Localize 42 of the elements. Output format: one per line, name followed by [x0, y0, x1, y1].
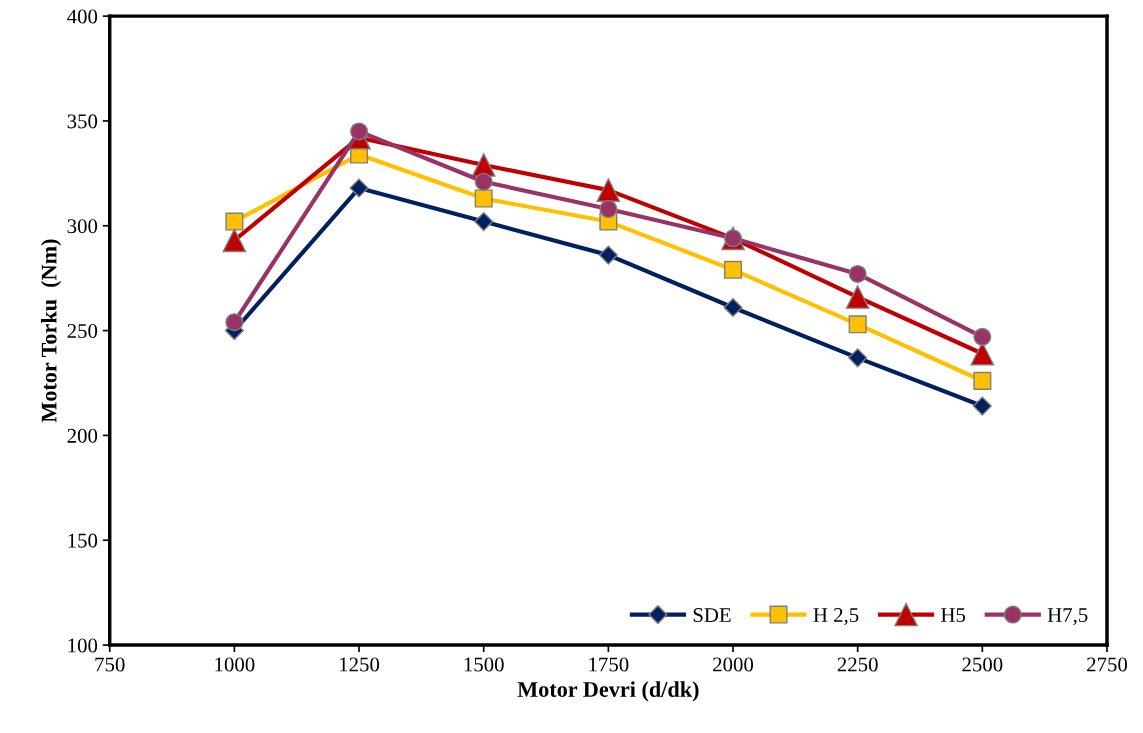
point — [474, 212, 494, 232]
legend-label: H 2,5 — [813, 608, 859, 626]
x-tick-label: 1750 — [589, 657, 629, 672]
point — [225, 212, 244, 231]
point — [848, 264, 867, 284]
x-tick-label: 2000 — [713, 657, 754, 672]
x-tick-label: 1000 — [215, 657, 255, 672]
x-tick-label: 2250 — [837, 657, 878, 672]
y-tick-label: 150 — [68, 533, 98, 548]
y-axis-title: Motor Torku (Nm) — [40, 239, 62, 423]
point — [474, 172, 493, 191]
point — [599, 199, 618, 219]
y-tick-label: 250 — [67, 323, 98, 339]
point — [848, 348, 868, 368]
point — [845, 285, 870, 309]
point — [596, 178, 621, 202]
point — [222, 228, 247, 253]
point — [350, 122, 369, 141]
x-tick-label: 2750 — [1087, 657, 1128, 672]
point — [474, 189, 493, 208]
legend-label: H5 — [941, 608, 966, 623]
y-tick-label: 200 — [67, 428, 98, 443]
point — [848, 315, 867, 334]
y-tick-label: 300 — [67, 219, 98, 234]
point — [973, 371, 992, 390]
point — [723, 260, 743, 279]
x-axis-title: Motor Devri (d/dk) — [517, 681, 699, 702]
point — [972, 396, 992, 416]
x-tick-label: 750 — [95, 657, 125, 672]
x-tick-label: 1250 — [340, 657, 380, 672]
y-tick-label: 400 — [67, 9, 98, 24]
legend-label: H7,5 — [1047, 608, 1088, 626]
point — [225, 313, 244, 332]
legend-label: SDE — [693, 608, 731, 623]
x-tick-label: 1500 — [464, 657, 504, 672]
point — [723, 297, 743, 318]
point — [598, 245, 618, 265]
x-tick-label: 2500 — [962, 657, 1003, 672]
point — [973, 327, 992, 346]
y-tick-label: 100 — [68, 638, 98, 653]
point — [349, 178, 369, 198]
y-tick-label: 350 — [67, 114, 98, 129]
